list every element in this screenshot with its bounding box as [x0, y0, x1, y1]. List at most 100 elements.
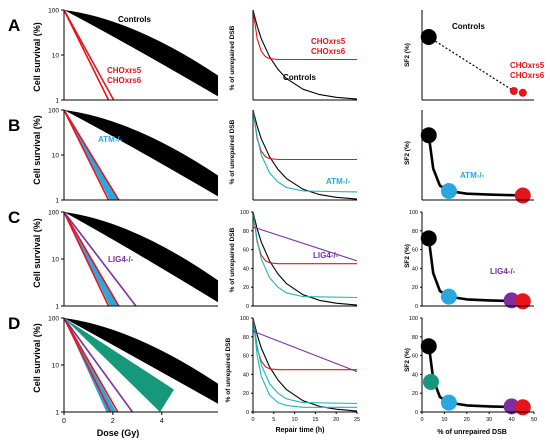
- survival-choxrs6-b: [63, 109, 120, 201]
- sf2-xtick-label-d: 20: [464, 417, 470, 423]
- survival-ylabel-d: Cell survival (%): [32, 323, 42, 393]
- survival-ytick-label-b: 10: [52, 153, 60, 160]
- dsb-ytick-label-d: 0: [246, 410, 249, 416]
- survival-ylabel-b: Cell survival (%): [32, 115, 42, 185]
- survival-choxrs6-a: [63, 9, 115, 101]
- sf2-ytick-label-d: 20: [412, 391, 418, 397]
- sf2-ytick-label-c: 20: [412, 285, 418, 291]
- survival-atm-d: [64, 318, 117, 412]
- sf2-point-atm-c: [440, 288, 457, 305]
- survival-ytick-label-d: 10: [52, 363, 60, 370]
- label-choxrs5-survival-a: CHOxrs5: [107, 66, 142, 75]
- label-lig4-survival-c: LIG4-/-: [108, 255, 134, 264]
- sf2-ytick-label-c: 40: [412, 266, 418, 272]
- dsb-curve-atm-2-d: [252, 317, 357, 408]
- sf2-point-controls-b: [420, 127, 437, 144]
- dsb-xlabel: Repair time (h): [275, 427, 324, 434]
- axes-layer: 1101001101001101000204060801000204060801…: [48, 8, 537, 426]
- survival-ytick-label-d: 100: [48, 316, 59, 323]
- survival-choxrs5-c: [63, 211, 110, 307]
- sf2-xlabel: % of unrepaired DSB: [437, 429, 507, 436]
- dsb-curve-choxrs5-choxrs6-d: [252, 317, 357, 371]
- survival-ylabel-a: Cell survival (%): [32, 22, 42, 92]
- sf2-ytick-label-d: 60: [412, 354, 418, 360]
- survival-ytick-label-b: 100: [48, 108, 59, 115]
- survival-lig4-c: [63, 211, 137, 307]
- survival-choxrs6-d: [63, 317, 119, 413]
- survival-ytick-label-c: 1: [55, 304, 59, 311]
- dsb-ytick-label-c: 100: [240, 210, 249, 216]
- dsb-ytick-label-c: 20: [243, 285, 249, 291]
- dsb-ylabel-d: % of unrepaired DSB: [225, 337, 232, 402]
- sf2-ytick-label-d: 100: [409, 316, 418, 322]
- survival-xtick-label-d: 2: [111, 418, 115, 425]
- dsb-curve-atm-c: [252, 211, 358, 299]
- sf2-xtick-label-d: 10: [441, 417, 447, 423]
- sf2-point-controls-c: [420, 230, 437, 247]
- survival-ytick-label-a: 100: [48, 8, 59, 15]
- label-choxrs6-dsb-a: CHOxrs6: [311, 47, 346, 56]
- dsb-ytick-label-d: 80: [243, 335, 249, 341]
- sf2-point-atm-d: [440, 394, 457, 411]
- survival-choxrs5-d: [63, 317, 112, 413]
- dsb-curve-choxrs5-choxrs6-b: [252, 109, 357, 161]
- sf2-point-choxrs5-a: [509, 87, 518, 95]
- label-lig4-dsb-c: LIG4-/-: [313, 251, 339, 260]
- label-controls-survival-a: Controls: [118, 15, 151, 24]
- sf2-ylabel-a: SF2 (%): [404, 43, 411, 67]
- survival-green-d: [64, 318, 174, 412]
- dsb-curve-lig4-c: [252, 226, 358, 262]
- label-atm-dsb-b: ATM-/-: [326, 177, 351, 186]
- sf2-point-choxrs-d: [514, 399, 531, 416]
- label-choxrs6-sf2-a: CHOxrs6: [510, 71, 545, 80]
- survival-ytick-label-a: 10: [52, 53, 60, 60]
- row-letter-a: A: [8, 16, 20, 35]
- sf2-ytick-label-d: 40: [412, 372, 418, 378]
- dsb-ylabel-c: % of unrepaired DSB: [229, 227, 236, 292]
- sf2-point-controls-d: [420, 338, 437, 355]
- dsb-ylabel-b: % of unrepaired DSB: [229, 119, 236, 184]
- label-choxrs6-survival-a: CHOxrs6: [107, 76, 142, 85]
- survival-ytick-label-a: 1: [55, 98, 59, 105]
- sf2-point-green-d: [422, 373, 439, 390]
- dsb-curve-atm-b: [252, 109, 358, 193]
- sf2-xtick-label-d: 40: [509, 417, 515, 423]
- label-controls-dsb-a: Controls: [283, 73, 316, 82]
- row-letter-c: C: [8, 208, 20, 227]
- sf2-ytick-label-d: 0: [415, 410, 418, 416]
- dsb-xtick-label-d: 20: [333, 417, 339, 423]
- dsb-ytick-label-d: 20: [243, 391, 249, 397]
- label-atm-sf2-b: ATM-/-: [460, 171, 485, 180]
- sf2-xtick-label-d: 0: [420, 417, 423, 423]
- survival-ytick-label-b: 1: [55, 198, 59, 205]
- dsb-curve-lig4-d: [252, 330, 358, 373]
- survival-ylabel-c: Cell survival (%): [32, 218, 42, 288]
- dsb-curve-atm-d: [252, 317, 358, 405]
- label-choxrs5-dsb-a: CHOxrs5: [311, 37, 346, 46]
- label-choxrs5-sf2-a: CHOxrs5: [510, 61, 545, 70]
- dsb-xtick-label-d: 15: [312, 417, 318, 423]
- dsb-ytick-label-c: 60: [243, 248, 249, 254]
- sf2-xtick-label-d: 50: [531, 417, 537, 423]
- sf2-ylabel-c: SF2 (%): [404, 244, 411, 268]
- marks-layer: [63, 9, 531, 416]
- dsb-curve-controls-a: [252, 9, 358, 100]
- label-lig4-sf2-c: LIG4-/-: [490, 267, 516, 276]
- survival-lig4-d: [63, 317, 134, 413]
- label-atm-survival-b: ATM-/-: [98, 135, 123, 144]
- sf2-point-choxrs-c: [514, 293, 531, 310]
- dsb-ytick-label-d: 60: [243, 354, 249, 360]
- survival-ytick-label-d: 1: [55, 410, 59, 417]
- sf2-ylabel-d: SF2 (%): [404, 348, 411, 372]
- dsb-xtick-label-d: 25: [354, 417, 360, 423]
- dsb-xtick-label-d: 5: [272, 417, 275, 423]
- dsb-ytick-label-d: 100: [240, 316, 249, 322]
- survival-choxrs5-b: [63, 109, 110, 201]
- dsb-curve-choxrs5-choxrs6-a: [252, 9, 357, 61]
- sf2-point-controls-a: [420, 29, 437, 45]
- row-letter-d: D: [8, 314, 20, 333]
- sf2-ytick-label-c: 100: [409, 210, 418, 216]
- survival-xtick-label-d: 4: [160, 418, 164, 425]
- dsb-xtick-label-d: 0: [251, 417, 254, 423]
